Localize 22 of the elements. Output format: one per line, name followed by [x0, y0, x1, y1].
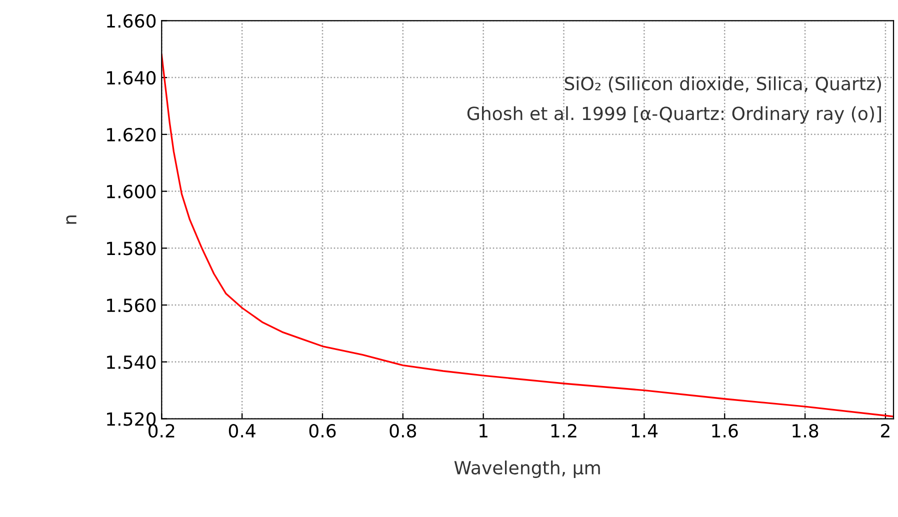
y-tick-label: 1.580 [107, 242, 156, 256]
x-tick-label: 0.8 [390, 424, 416, 438]
x-axis-title: Wavelength, µm [454, 460, 600, 478]
x-tick-label: 1.2 [551, 424, 576, 438]
x-tick-label: 1 [480, 424, 488, 438]
x-tick-label: 0.2 [148, 424, 174, 438]
x-tick-label: 2 [881, 424, 890, 438]
x-tick-label: 1.8 [792, 424, 818, 438]
y-axis-title: n [66, 216, 76, 224]
y-tick-label: 1.600 [107, 184, 156, 198]
y-tick-label: 1.660 [107, 14, 156, 28]
annotation: Ghosh et al. 1999 [α-Quartz: Ordinary ray (o)] [467, 106, 881, 124]
x-tick-label: 1.4 [632, 424, 658, 438]
y-tick-label: 1.620 [107, 128, 156, 142]
x-tick-label: 1.6 [712, 424, 738, 438]
annotation: SiO₂ (Silicon dioxide, Silica, Quartz) [564, 76, 881, 93]
x-tick-label: 0.4 [228, 424, 256, 438]
y-tick-label: 1.540 [107, 355, 156, 370]
y-tick-label: 1.520 [107, 412, 156, 426]
x-tick-label: 0.6 [309, 424, 336, 438]
y-tick-label: 1.560 [107, 298, 156, 312]
y-tick-label: 1.640 [107, 71, 156, 85]
